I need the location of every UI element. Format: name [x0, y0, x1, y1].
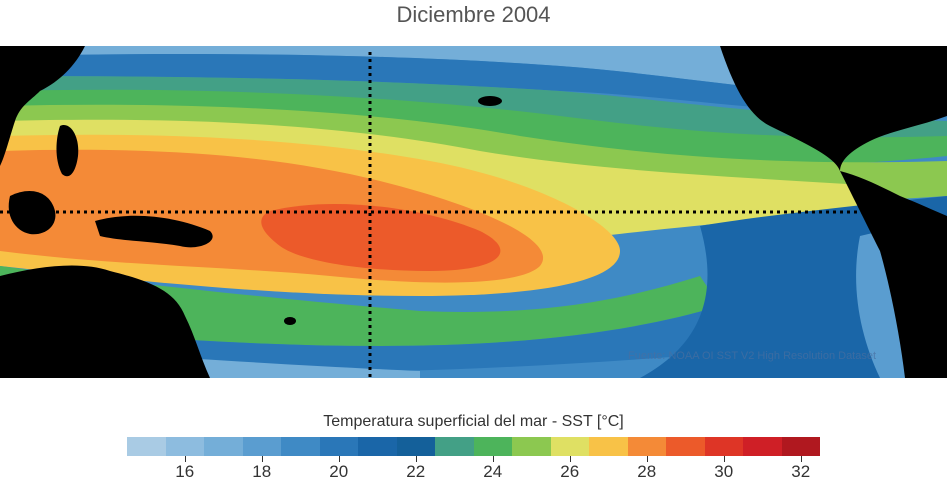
colorbar-tick-label: 18	[242, 462, 282, 482]
colorbar-tick-label: 24	[473, 462, 513, 482]
colorbar-tick-label: 32	[781, 462, 821, 482]
colorbar-tick-label: 28	[627, 462, 667, 482]
colorbar-swatch	[551, 437, 590, 456]
colorbar-swatch	[512, 437, 551, 456]
legend-title: Temperatura superficial del mar - SST [°…	[0, 413, 947, 431]
colorbar-swatch	[589, 437, 628, 456]
colorbar-swatch	[281, 437, 320, 456]
colorbar-swatch	[397, 437, 436, 456]
landmass-hawaii	[478, 96, 502, 106]
sst-map	[0, 46, 947, 378]
colorbar-swatch	[628, 437, 667, 456]
colorbar-swatch	[320, 437, 359, 456]
colorbar-swatch	[705, 437, 744, 456]
colorbar-swatch	[474, 437, 513, 456]
colorbar-tick-label: 26	[550, 462, 590, 482]
landmass-fiji	[284, 317, 296, 325]
colorbar-swatch	[743, 437, 782, 456]
colorbar-swatch	[204, 437, 243, 456]
colorbar-tick-label: 16	[165, 462, 205, 482]
map-title: Diciembre 2004	[0, 2, 947, 28]
colorbar-tick-label: 20	[319, 462, 359, 482]
source-credit: Fuente: NOAA OI SST V2 High Resolution D…	[628, 350, 876, 362]
colorbar-tick-label: 22	[396, 462, 436, 482]
colorbar-swatch	[435, 437, 474, 456]
colorbar-tick-label: 30	[704, 462, 744, 482]
colorbar	[127, 437, 820, 456]
colorbar-swatch	[666, 437, 705, 456]
colorbar-swatch	[782, 437, 821, 456]
colorbar-swatch	[358, 437, 397, 456]
colorbar-swatch	[127, 437, 166, 456]
colorbar-swatch	[166, 437, 205, 456]
colorbar-swatch	[243, 437, 282, 456]
